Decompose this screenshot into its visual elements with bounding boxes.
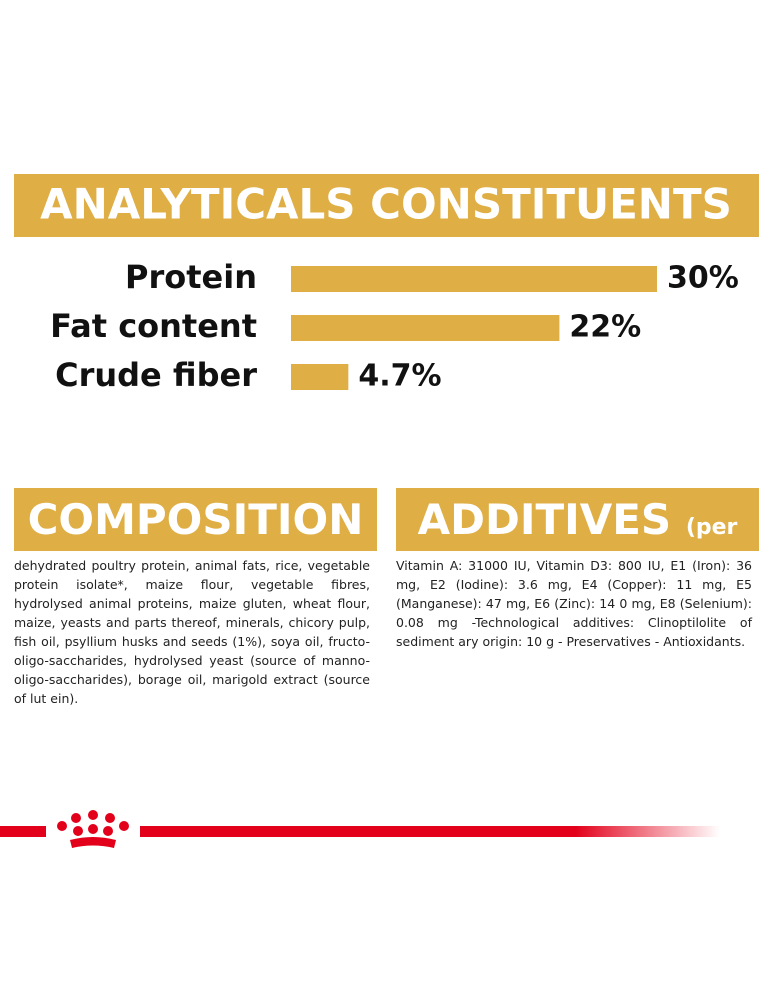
bar: [291, 266, 657, 292]
additives-unit: (per kg): [557, 515, 738, 611]
bar: [291, 364, 349, 390]
value-label: 22%: [569, 310, 641, 345]
category-label: Protein: [125, 258, 257, 296]
composition-title: COMPOSITION: [27, 495, 364, 544]
composition-text: dehydrated poultry protein, animal fats,…: [14, 558, 370, 706]
bar: [291, 315, 560, 341]
category-label: Crude fiber: [55, 356, 257, 394]
additives-text: Vitamin A: 31000 IU, Vitamin D3: 800 IU,…: [396, 558, 752, 649]
additives-header: ADDITIVES (per kg): [396, 488, 759, 611]
red-line: [0, 826, 46, 837]
value-label: 30%: [667, 261, 739, 296]
additives-title: ADDITIVES: [417, 495, 672, 544]
chart: ANALYTICALS CONSTITUENTS Protein 30% Fat c…: [14, 174, 759, 394]
title-banner: [14, 174, 759, 237]
red-line: [140, 826, 720, 837]
chart-title: ANALYTICALS CONSTITUENTS: [40, 180, 732, 229]
value-label: 4.7%: [358, 359, 441, 394]
category-label: Fat content: [50, 307, 257, 345]
crown-logo: [57, 810, 129, 848]
composition-header: COMPOSITION: [14, 488, 377, 551]
